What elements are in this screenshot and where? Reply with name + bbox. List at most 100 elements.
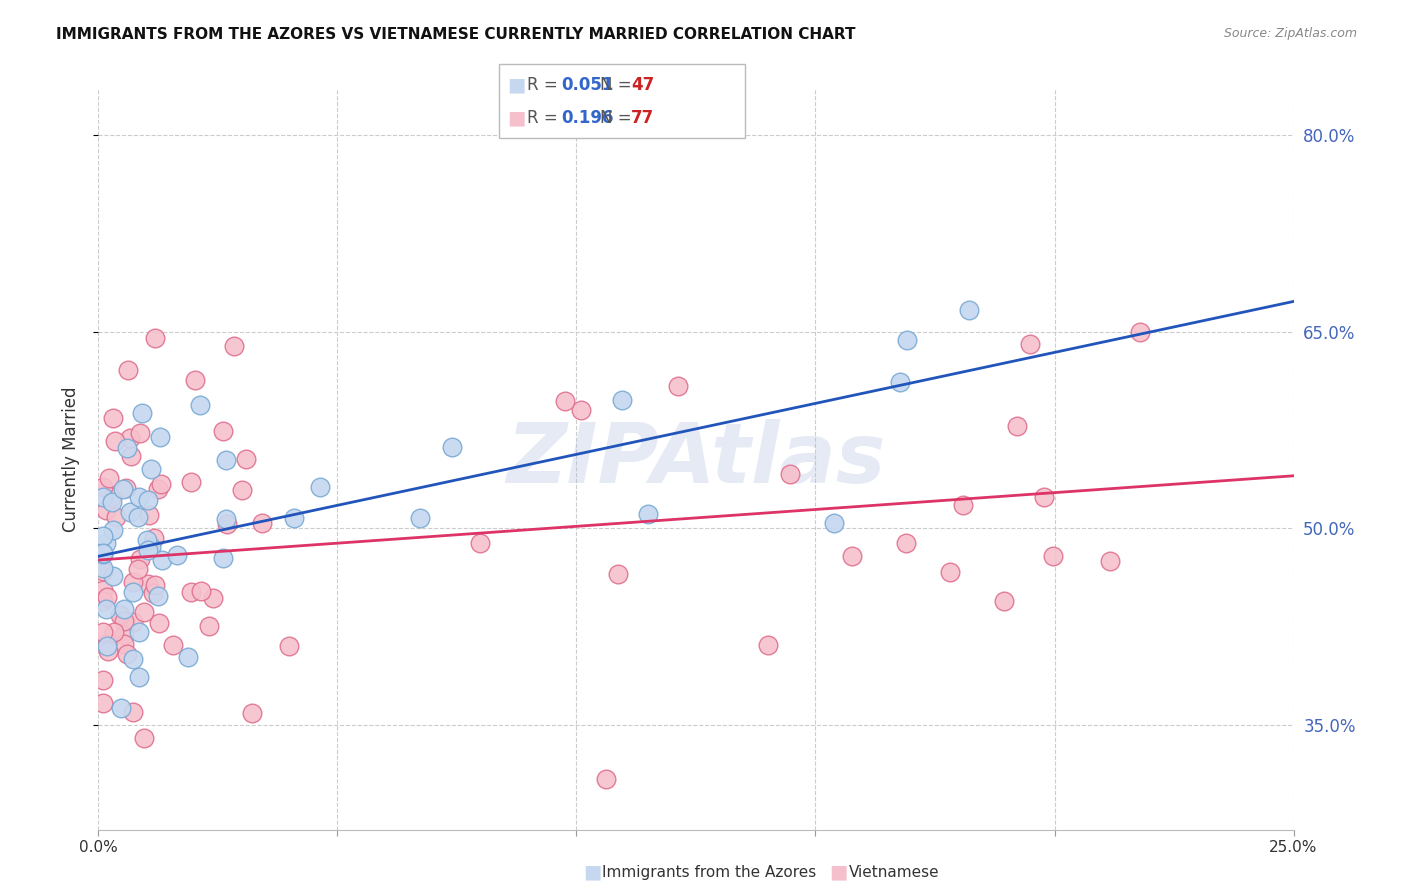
Point: [470, 535, 492, 549]
Point: [756, 638, 779, 652]
Point: [190, 584, 212, 599]
Point: [112, 602, 135, 616]
Text: N =: N =: [600, 76, 637, 94]
Point: [569, 403, 592, 417]
Point: [231, 483, 253, 497]
Point: [148, 615, 170, 630]
Point: [240, 706, 263, 721]
Point: [595, 772, 617, 786]
Point: [91, 546, 114, 560]
Point: [96, 590, 118, 604]
Point: [215, 512, 238, 526]
Point: [91, 480, 114, 494]
Text: R =: R =: [527, 76, 564, 94]
Point: [91, 561, 114, 575]
Point: [97, 644, 120, 658]
Text: N =: N =: [600, 109, 637, 127]
Point: [98, 470, 121, 484]
Point: [197, 619, 219, 633]
Point: [211, 551, 233, 566]
Point: [180, 584, 202, 599]
Point: [1019, 336, 1042, 351]
Point: [91, 583, 114, 598]
Point: [1005, 418, 1028, 433]
Point: [136, 492, 159, 507]
Point: [112, 628, 135, 642]
Point: [177, 650, 200, 665]
Point: [952, 498, 974, 512]
Point: [939, 565, 962, 579]
Point: [127, 562, 149, 576]
Point: [94, 503, 117, 517]
Point: [103, 624, 125, 639]
Point: [637, 507, 659, 521]
Point: [215, 517, 238, 532]
Point: [215, 452, 238, 467]
Text: Source: ZipAtlas.com: Source: ZipAtlas.com: [1223, 27, 1357, 40]
Point: [94, 601, 117, 615]
Point: [136, 576, 159, 591]
Point: [166, 548, 188, 562]
Point: [96, 535, 118, 549]
Point: [120, 505, 142, 519]
Point: [162, 638, 184, 652]
Point: [150, 553, 173, 567]
Text: 0.051: 0.051: [561, 76, 613, 94]
Point: [146, 482, 169, 496]
Point: [120, 431, 142, 445]
Point: [993, 594, 1015, 608]
Point: [101, 569, 124, 583]
Point: [143, 331, 166, 345]
Point: [201, 591, 224, 605]
Point: [138, 542, 160, 557]
Point: [666, 379, 689, 393]
Text: Immigrants from the Azores: Immigrants from the Azores: [602, 865, 815, 880]
Point: [607, 567, 630, 582]
Point: [250, 516, 273, 530]
Text: ZIPAtlas: ZIPAtlas: [506, 419, 886, 500]
Point: [128, 490, 150, 504]
Point: [104, 434, 127, 448]
Point: [184, 374, 207, 388]
Point: [108, 607, 131, 622]
Point: [148, 589, 170, 603]
Point: [212, 424, 235, 438]
Point: [91, 696, 114, 710]
Point: [308, 480, 330, 494]
Point: [91, 625, 114, 640]
Point: [139, 462, 162, 476]
Point: [1042, 549, 1064, 564]
Point: [283, 510, 305, 524]
Point: [138, 508, 160, 522]
Point: [128, 670, 150, 684]
Point: [612, 393, 634, 408]
Point: [91, 594, 114, 608]
Point: [143, 578, 166, 592]
Point: [112, 614, 135, 628]
Text: IMMIGRANTS FROM THE AZORES VS VIETNAMESE CURRENTLY MARRIED CORRELATION CHART: IMMIGRANTS FROM THE AZORES VS VIETNAMESE…: [56, 27, 856, 42]
Text: ■: ■: [508, 108, 526, 127]
Point: [957, 303, 980, 318]
Point: [1098, 554, 1121, 568]
Point: [110, 701, 132, 715]
Text: ■: ■: [508, 76, 526, 95]
Point: [115, 441, 138, 455]
Point: [1129, 325, 1152, 339]
Point: [1033, 490, 1056, 504]
Point: [112, 637, 135, 651]
Point: [409, 510, 432, 524]
Point: [91, 490, 114, 504]
Text: 0.196: 0.196: [561, 109, 613, 127]
Point: [127, 510, 149, 524]
Point: [91, 673, 114, 687]
Point: [96, 640, 118, 654]
Point: [121, 705, 143, 719]
Point: [122, 575, 145, 590]
Point: [132, 731, 155, 746]
Point: [224, 339, 246, 353]
Point: [278, 639, 301, 653]
Point: [129, 425, 152, 440]
Point: [841, 549, 863, 563]
Point: [129, 552, 152, 566]
Point: [122, 615, 145, 630]
